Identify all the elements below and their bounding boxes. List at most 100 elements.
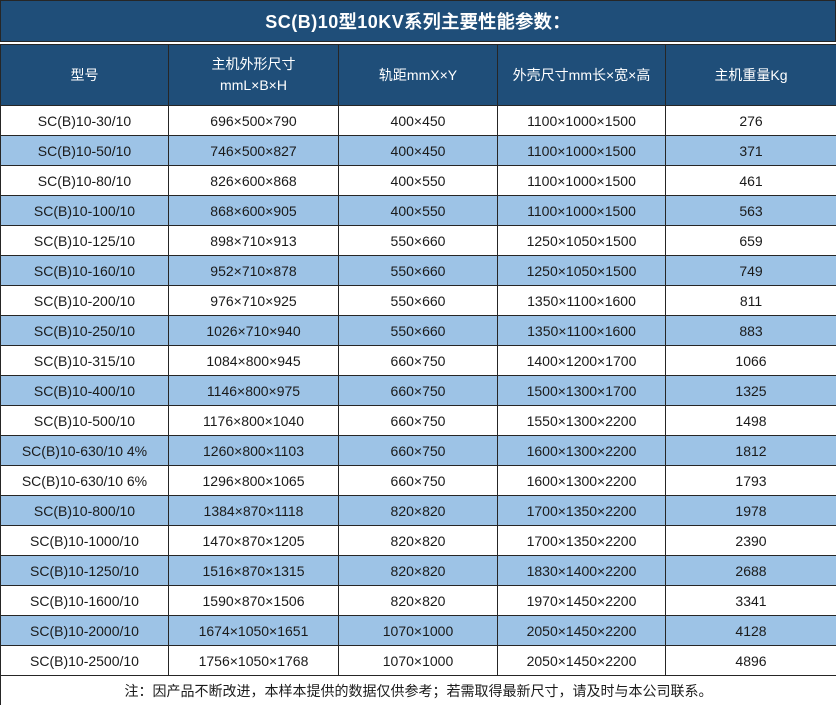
cell-model: SC(B)10-160/10 xyxy=(0,255,169,286)
cell-weight: 1978 xyxy=(665,495,836,526)
table-row: SC(B)10-400/10 1146×800×975 660×750 1500×13… xyxy=(0,375,836,406)
table-row: SC(B)10-800/10 1384×870×1118 820×820 1700×1… xyxy=(0,495,836,526)
cell-model: SC(B)10-630/10 4% xyxy=(0,435,169,466)
header-dimensions-line2: mmL×B×H xyxy=(220,77,287,93)
header-row: 型号 主机外形尺寸 mmL×B×H 轨距mmX×Y 外壳尺寸mm长×宽×高 主机… xyxy=(0,44,836,106)
cell-gauge: 1070×1000 xyxy=(338,645,498,676)
cell-gauge: 400×550 xyxy=(338,195,498,226)
table-footer: 注：因产品不断改进，本样本提供的数据仅供参考；若需取得最新尺寸，请及时与本公司联… xyxy=(0,675,836,705)
cell-weight: 563 xyxy=(665,195,836,226)
cell-gauge: 660×750 xyxy=(338,435,498,466)
cell-gauge: 550×660 xyxy=(338,225,498,256)
cell-weight: 749 xyxy=(665,255,836,286)
cell-dimensions: 1026×710×940 xyxy=(168,315,339,346)
cell-gauge: 660×750 xyxy=(338,405,498,436)
cell-weight: 1793 xyxy=(665,465,836,496)
cell-shell: 1400×1200×1700 xyxy=(497,345,666,376)
cell-shell: 1100×1000×1500 xyxy=(497,165,666,196)
cell-model: SC(B)10-1250/10 xyxy=(0,555,169,586)
cell-weight: 371 xyxy=(665,135,836,166)
cell-shell: 1550×1300×2200 xyxy=(497,405,666,436)
cell-dimensions: 1146×800×975 xyxy=(168,375,339,406)
cell-shell: 1350×1100×1600 xyxy=(497,285,666,316)
cell-model: SC(B)10-100/10 xyxy=(0,195,169,226)
table-row: SC(B)10-50/10 746×500×827 400×450 1100×1000… xyxy=(0,135,836,166)
cell-gauge: 400×450 xyxy=(338,135,498,166)
cell-model: SC(B)10-30/10 xyxy=(0,105,169,136)
header-dimensions-line1: 主机外形尺寸 xyxy=(211,56,296,72)
cell-gauge: 400×550 xyxy=(338,165,498,196)
cell-gauge: 1070×1000 xyxy=(338,615,498,646)
table-row: SC(B)10-30/10 696×500×790 400×450 1100×1000… xyxy=(0,105,836,136)
cell-shell: 1100×1000×1500 xyxy=(497,135,666,166)
cell-dimensions: 976×710×925 xyxy=(168,285,339,316)
cell-model: SC(B)10-125/10 xyxy=(0,225,169,256)
title-divider xyxy=(0,42,836,44)
cell-model: SC(B)10-80/10 xyxy=(0,165,169,196)
table-row: SC(B)10-315/10 1084×800×945 660×750 1400×12… xyxy=(0,345,836,376)
cell-shell: 1250×1050×1500 xyxy=(497,255,666,286)
table-row: SC(B)10-125/10 898×710×913 550×660 1250×105… xyxy=(0,225,836,256)
cell-dimensions: 1296×800×1065 xyxy=(168,465,339,496)
cell-weight: 1812 xyxy=(665,435,836,466)
cell-gauge: 820×820 xyxy=(338,585,498,616)
cell-dimensions: 1756×1050×1768 xyxy=(168,645,339,676)
header-weight: 主机重量Kg xyxy=(665,44,836,106)
cell-weight: 1498 xyxy=(665,405,836,436)
cell-shell: 1600×1300×2200 xyxy=(497,435,666,466)
table-row: SC(B)10-2500/10 1756×1050×1768 1070×1000 20… xyxy=(0,645,836,676)
cell-weight: 883 xyxy=(665,315,836,346)
cell-model: SC(B)10-400/10 xyxy=(0,375,169,406)
cell-model: SC(B)10-250/10 xyxy=(0,315,169,346)
cell-gauge: 400×450 xyxy=(338,105,498,136)
cell-model: SC(B)10-630/10 6% xyxy=(0,465,169,496)
cell-weight: 2688 xyxy=(665,555,836,586)
cell-dimensions: 1384×870×1118 xyxy=(168,495,339,526)
cell-dimensions: 898×710×913 xyxy=(168,225,339,256)
cell-model: SC(B)10-50/10 xyxy=(0,135,169,166)
spec-table: 型号 主机外形尺寸 mmL×B×H 轨距mmX×Y 外壳尺寸mm长×宽×高 主机… xyxy=(0,44,836,705)
cell-gauge: 660×750 xyxy=(338,345,498,376)
table-row: SC(B)10-1600/10 1590×870×1506 820×820 1970×… xyxy=(0,585,836,616)
footer-row: 注：因产品不断改进，本样本提供的数据仅供参考；若需取得最新尺寸，请及时与本公司联… xyxy=(0,675,836,705)
cell-dimensions: 868×600×905 xyxy=(168,195,339,226)
cell-weight: 1066 xyxy=(665,345,836,376)
cell-dimensions: 1674×1050×1651 xyxy=(168,615,339,646)
cell-weight: 4128 xyxy=(665,615,836,646)
cell-dimensions: 826×600×868 xyxy=(168,165,339,196)
table-row: SC(B)10-1000/10 1470×870×1205 820×820 1700×… xyxy=(0,525,836,556)
cell-shell: 2050×1450×2200 xyxy=(497,615,666,646)
cell-shell: 1970×1450×2200 xyxy=(497,585,666,616)
cell-gauge: 660×750 xyxy=(338,375,498,406)
cell-weight: 4896 xyxy=(665,645,836,676)
cell-model: SC(B)10-1000/10 xyxy=(0,525,169,556)
cell-gauge: 550×660 xyxy=(338,285,498,316)
cell-model: SC(B)10-2000/10 xyxy=(0,615,169,646)
cell-model: SC(B)10-1600/10 xyxy=(0,585,169,616)
cell-model: SC(B)10-2500/10 xyxy=(0,645,169,676)
cell-model: SC(B)10-500/10 xyxy=(0,405,169,436)
cell-shell: 1250×1050×1500 xyxy=(497,225,666,256)
header-shell: 外壳尺寸mm长×宽×高 xyxy=(497,44,666,106)
cell-dimensions: 1176×800×1040 xyxy=(168,405,339,436)
header-model: 型号 xyxy=(0,44,169,106)
cell-shell: 1500×1300×1700 xyxy=(497,375,666,406)
table-row: SC(B)10-250/10 1026×710×940 550×660 1350×11… xyxy=(0,315,836,346)
page-title: SC(B)10型10KV系列主要性能参数： xyxy=(0,0,836,42)
table-body: SC(B)10-30/10 696×500×790 400×450 1100×1000… xyxy=(0,105,836,676)
table-row: SC(B)10-80/10 826×600×868 400×550 1100×1000… xyxy=(0,165,836,196)
table-row: SC(B)10-200/10 976×710×925 550×660 1350×110… xyxy=(0,285,836,316)
cell-gauge: 550×660 xyxy=(338,315,498,346)
cell-gauge: 660×750 xyxy=(338,465,498,496)
table-row: SC(B)10-160/10 952×710×878 550×660 1250×105… xyxy=(0,255,836,286)
cell-weight: 3341 xyxy=(665,585,836,616)
cell-dimensions: 1084×800×945 xyxy=(168,345,339,376)
table-row: SC(B)10-100/10 868×600×905 400×550 1100×100… xyxy=(0,195,836,226)
cell-dimensions: 696×500×790 xyxy=(168,105,339,136)
cell-shell: 1350×1100×1600 xyxy=(497,315,666,346)
cell-weight: 2390 xyxy=(665,525,836,556)
cell-model: SC(B)10-200/10 xyxy=(0,285,169,316)
cell-dimensions: 1590×870×1506 xyxy=(168,585,339,616)
table-row: SC(B)10-1250/10 1516×870×1315 820×820 1830×… xyxy=(0,555,836,586)
table-row: SC(B)10-630/10 4% 1260×800×1103 660×750 160… xyxy=(0,435,836,466)
